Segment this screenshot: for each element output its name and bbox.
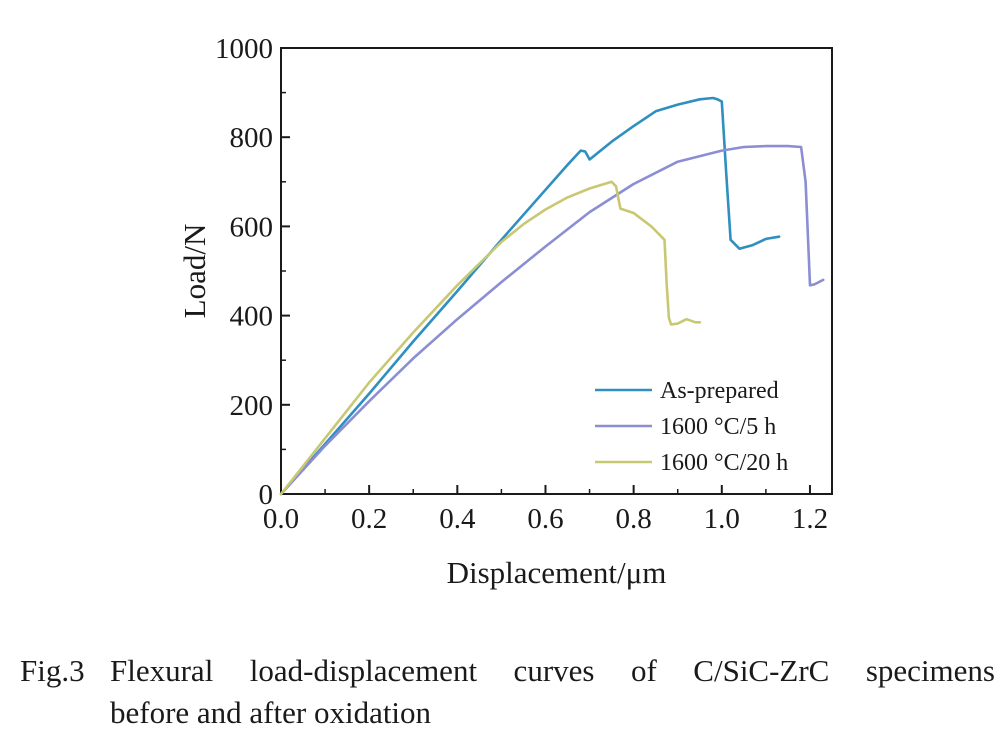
y-tick-label: 600 <box>230 211 274 243</box>
x-tick-label: 0.8 <box>616 503 652 535</box>
y-axis: 0 200 400 600 800 1000 <box>215 33 290 511</box>
x-tick-label: 0.2 <box>351 503 387 535</box>
y-axis-title: Load/N <box>177 224 212 319</box>
y-tick-label: 0 <box>259 479 274 511</box>
y-tick-label: 200 <box>230 390 274 422</box>
x-tick-label: 1.0 <box>704 503 740 535</box>
x-axis-title: Displacement/μm <box>447 555 667 590</box>
figure-caption: Fig.3 Flexural load-displacement curves … <box>20 650 995 734</box>
caption-label: Fig.3 <box>20 653 85 688</box>
y-tick-label: 400 <box>230 301 274 333</box>
y-tick-label: 800 <box>230 122 274 154</box>
x-tick-label: 1.2 <box>792 503 828 535</box>
x-tick-label: 0.4 <box>439 503 476 535</box>
x-axis: 0.0 0.2 0.4 0.6 0.8 1.0 1.2 <box>263 485 828 535</box>
series-line-3 <box>279 180 702 496</box>
legend-label: 1600 °C/5 h <box>660 414 776 440</box>
x-tick-label: 0.6 <box>527 503 563 535</box>
legend: As-prepared 1600 °C/5 h 1600 °C/20 h <box>595 378 788 476</box>
chart: 0.0 0.2 0.4 0.6 0.8 1.0 1.2 02004006008001000 … <box>177 33 833 590</box>
legend-label: As-prepared <box>660 378 779 404</box>
series-layer <box>279 96 825 496</box>
caption-line-2: before and after oxidation <box>110 695 432 730</box>
series-line-2 <box>279 144 825 496</box>
x-tick-label: 0.0 <box>263 503 299 535</box>
series-line-1 <box>279 96 781 496</box>
y-tick-label: 1000 <box>215 33 273 65</box>
caption-line-1: Flexural load-displacement curves of C/S… <box>110 653 995 688</box>
legend-label: 1600 °C/20 h <box>660 450 788 476</box>
